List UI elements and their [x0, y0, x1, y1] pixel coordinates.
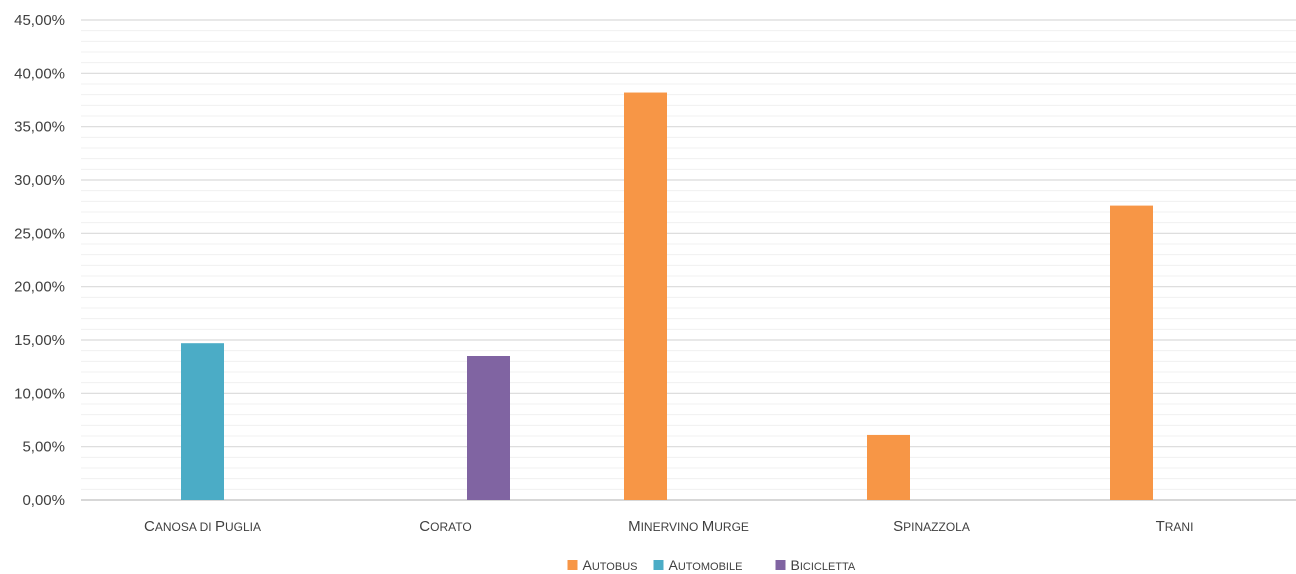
y-tick-label: 15,00%: [14, 332, 65, 349]
y-tick-label: 30,00%: [14, 172, 65, 189]
legend-label-bicicletta: BICICLETTA: [791, 557, 856, 573]
gridlines: [81, 19, 1296, 501]
y-tick-label: 45,00%: [14, 12, 65, 29]
x-category-label: SPINAZZOLA: [893, 518, 970, 535]
x-category-label: CORATO: [419, 518, 471, 535]
legend-swatch-autobus: [567, 560, 578, 570]
bar-automobile-1: [181, 343, 224, 500]
y-tick-label: 0,00%: [22, 492, 65, 509]
bar-autobus-3: [624, 92, 667, 501]
y-tick-label: 35,00%: [14, 119, 65, 136]
bars: [181, 92, 1153, 501]
legend: AUTOBUS AUTOMOBILE BICICLETTA: [567, 557, 856, 573]
legend-swatch-bicicletta: [775, 560, 786, 570]
y-axis-ticks: 0,00% 5,00% 10,00% 15,00% 20,00% 25,00% 30,00%…: [14, 12, 65, 509]
y-tick-label: 25,00%: [14, 225, 65, 242]
y-tick-label: 10,00%: [14, 385, 65, 402]
legend-swatch-automobile: [653, 560, 664, 570]
y-tick-label: 40,00%: [14, 65, 65, 82]
legend-label-autobus: AUTOBUS: [583, 557, 638, 573]
bar-autobus-4: [867, 434, 910, 500]
x-category-label: MINERVINO MURGE: [628, 518, 749, 535]
y-tick-label: 20,00%: [14, 279, 65, 296]
y-tick-label: 5,00%: [22, 439, 65, 456]
x-category-label: TRANI: [1156, 518, 1194, 535]
x-category-label: CANOSA DI PUGLIA: [144, 518, 261, 535]
legend-label-automobile: AUTOMOBILE: [669, 557, 743, 573]
bar-bicicletta-2: [467, 356, 510, 500]
bar-autobus-5: [1110, 205, 1153, 500]
x-axis-labels: CANOSA DI PUGLIA CORATO MINERVINO MURGE SPI…: [144, 518, 1193, 535]
